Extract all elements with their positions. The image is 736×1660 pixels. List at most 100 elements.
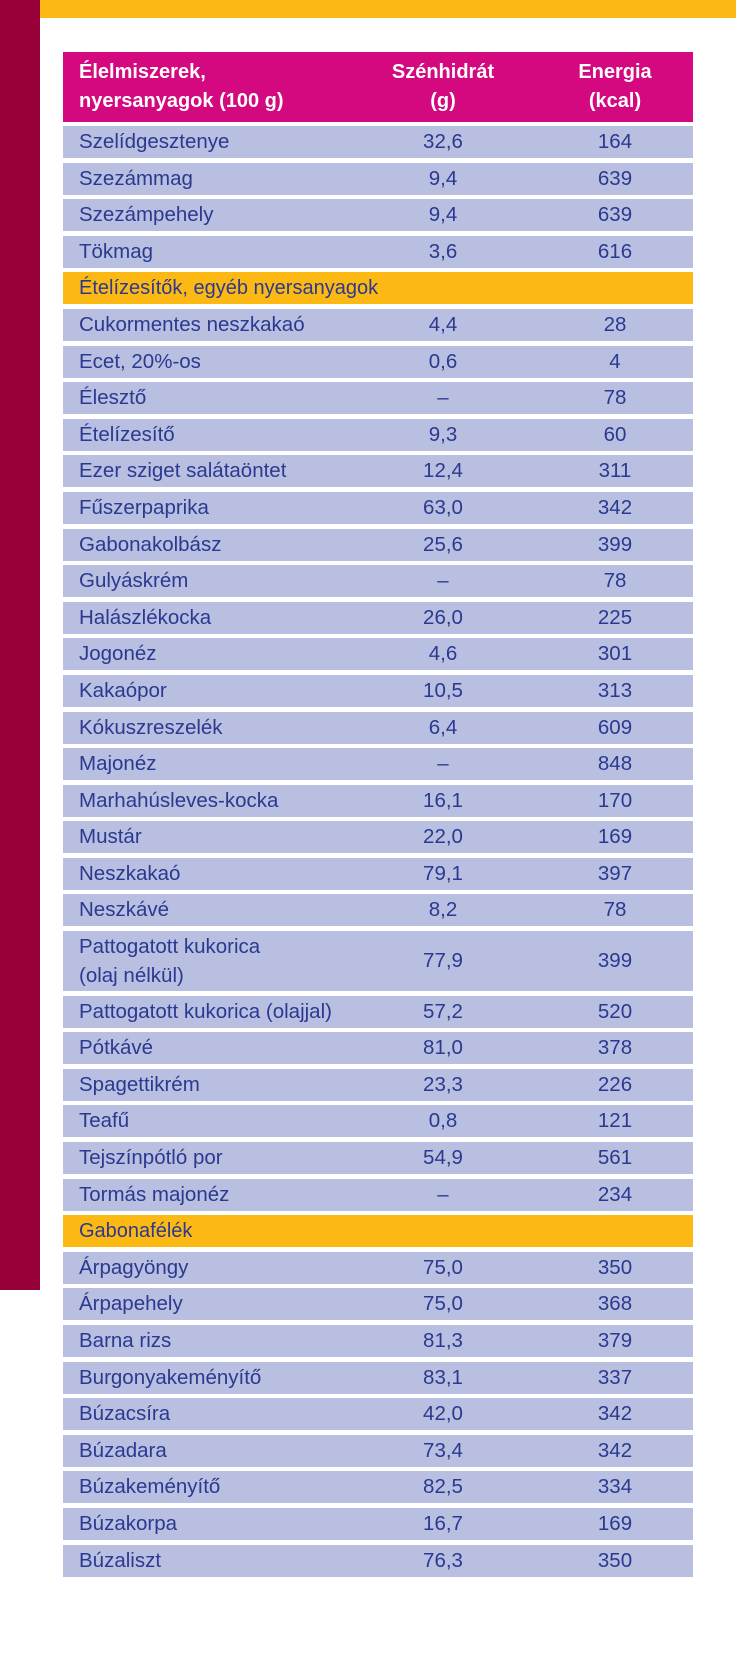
food-name: Gulyáskrém xyxy=(79,569,189,593)
table-row: Szelídgesztenye 32,6 164 xyxy=(63,126,693,158)
carb-value: 9,3 xyxy=(428,422,458,446)
carb-value: 42,0 xyxy=(423,1402,463,1426)
energy-value: 225 xyxy=(597,605,633,629)
food-name: Barna rizs xyxy=(79,1329,172,1352)
carb-value: – xyxy=(437,1182,449,1206)
table-row: Élesztő – 78 xyxy=(63,382,693,415)
header-carb-column: Szénhidrát (g) xyxy=(368,58,518,116)
food-name: Búzaliszt xyxy=(79,1548,162,1572)
energy-value: 379 xyxy=(597,1329,633,1352)
table-row: Búzakeményítő 82,5 334 xyxy=(63,1471,693,1504)
table-row: Szezámpehely 9,4 639 xyxy=(63,199,693,232)
table-row: Búzaliszt 76,3 350 xyxy=(63,1544,693,1577)
carb-value: 0,8 xyxy=(428,1109,458,1133)
energy-value: 609 xyxy=(597,715,633,739)
energy-value: 342 xyxy=(597,1438,633,1462)
table-row: Ecet, 20%-os 0,6 4 xyxy=(63,345,693,378)
header-energy-line1: Energia xyxy=(578,61,652,83)
energy-value: 639 xyxy=(597,203,633,227)
energy-value: 164 xyxy=(597,130,633,153)
carb-value: 26,0 xyxy=(423,605,463,629)
carb-value: 9,4 xyxy=(428,166,458,190)
food-name: Neszkakaó xyxy=(79,861,181,885)
carb-value: 63,0 xyxy=(423,495,463,519)
table-row: Búzacsíra 42,0 342 xyxy=(63,1398,693,1431)
category-row: Gabonafélék xyxy=(63,1215,693,1248)
energy-value: 311 xyxy=(598,459,632,483)
energy-value: 520 xyxy=(597,999,633,1023)
energy-value: 561 xyxy=(597,1146,633,1170)
food-name-line2: (olaj nélkül) xyxy=(79,964,184,988)
table-row: Ezer sziget salátaöntet 12,4 311 xyxy=(63,455,693,488)
carb-value: 57,2 xyxy=(423,999,463,1023)
table-row: Kókuszreszelék 6,4 609 xyxy=(63,711,693,744)
food-name: Marhahúsleves-kocka xyxy=(79,788,279,812)
food-name: Spagettikrém xyxy=(79,1072,200,1096)
carb-value: 81,3 xyxy=(423,1329,463,1352)
carb-value: 4,4 xyxy=(428,312,458,336)
table-row: Gabonakolbász 25,6 399 xyxy=(63,528,693,561)
table-row: Pattogatott kukorica (olajjal) 57,2 520 xyxy=(63,995,693,1028)
food-name: Tejszínpótló por xyxy=(79,1146,223,1170)
carb-value: 4,6 xyxy=(428,642,458,666)
table-row: Árpapehely 75,0 368 xyxy=(63,1288,693,1321)
food-name: Neszkávé xyxy=(79,898,170,922)
table-row: Teafű 0,8 121 xyxy=(63,1105,693,1138)
energy-value: 78 xyxy=(603,569,627,593)
header-energy-line2: (kcal) xyxy=(588,90,642,112)
carb-value: 83,1 xyxy=(423,1365,463,1389)
table-row: Neszkávé 8,2 78 xyxy=(63,894,693,927)
table-row: Ételízesítő 9,3 60 xyxy=(63,418,693,451)
category-label: Ételízesítők, egyéb nyersanyagok xyxy=(79,277,379,300)
carb-value: 16,1 xyxy=(423,788,463,812)
energy-value: 342 xyxy=(597,495,633,519)
energy-value: 639 xyxy=(597,166,633,190)
carb-value: – xyxy=(437,752,449,776)
table-row: Árpagyöngy 75,0 350 xyxy=(63,1251,693,1284)
energy-value: 78 xyxy=(603,898,627,922)
table-row: Burgonyakeményítő 83,1 337 xyxy=(63,1361,693,1394)
table-row: Jogonéz 4,6 301 xyxy=(63,638,693,671)
table-row: Mustár 22,0 169 xyxy=(63,821,693,854)
table-row: Tormás majonéz – 234 xyxy=(63,1178,693,1211)
carb-value: 25,6 xyxy=(423,532,463,556)
food-name: Szezámpehely xyxy=(79,203,214,227)
food-name: Kakaópor xyxy=(79,678,167,702)
carb-value: – xyxy=(437,569,449,593)
energy-value: 350 xyxy=(597,1548,633,1572)
energy-value: 170 xyxy=(597,788,633,812)
food-name: Teafű xyxy=(79,1109,130,1133)
energy-value: 368 xyxy=(597,1292,633,1316)
table-row: Tökmag 3,6 616 xyxy=(63,235,693,268)
carb-value: 75,0 xyxy=(423,1255,463,1279)
table-row: Cukormentes neszkakaó 4,4 28 xyxy=(63,308,693,341)
food-name: Jogonéz xyxy=(79,642,157,666)
table-row: Halászlékocka 26,0 225 xyxy=(63,601,693,634)
carb-value: 8,2 xyxy=(428,898,458,922)
food-name: Majonéz xyxy=(79,752,157,776)
carb-value: 22,0 xyxy=(423,825,463,849)
energy-value: 334 xyxy=(597,1475,633,1499)
carb-value: 0,6 xyxy=(428,349,458,373)
carb-value: – xyxy=(437,386,449,410)
carb-value: 82,5 xyxy=(423,1475,463,1499)
table-row: Kakaópor 10,5 313 xyxy=(63,674,693,707)
food-name: Pattogatott kukorica (olajjal) xyxy=(79,999,332,1023)
side-accent-bar xyxy=(0,0,40,1290)
energy-value: 397 xyxy=(597,861,633,885)
food-name: Ecet, 20%-os xyxy=(79,349,201,373)
header-carb-line2: (g) xyxy=(430,90,456,112)
category-label: Gabonafélék xyxy=(79,1220,193,1243)
food-name: Mustár xyxy=(79,825,142,849)
carb-value: 75,0 xyxy=(423,1292,463,1316)
carb-value: 79,1 xyxy=(423,861,463,885)
energy-value: 78 xyxy=(603,386,627,410)
food-name: Ezer sziget salátaöntet xyxy=(79,459,287,483)
nutrition-table: Élelmiszerek, nyersanyagok (100 g) Szénh… xyxy=(63,52,693,1581)
table-row: Pótkávé 81,0 378 xyxy=(63,1032,693,1065)
header-carb-line1: Szénhidrát xyxy=(391,61,495,83)
carb-value: 76,3 xyxy=(423,1548,463,1572)
energy-value: 28 xyxy=(603,312,627,336)
carb-value: 3,6 xyxy=(428,239,458,263)
table-row: Fűszerpaprika 63,0 342 xyxy=(63,491,693,524)
